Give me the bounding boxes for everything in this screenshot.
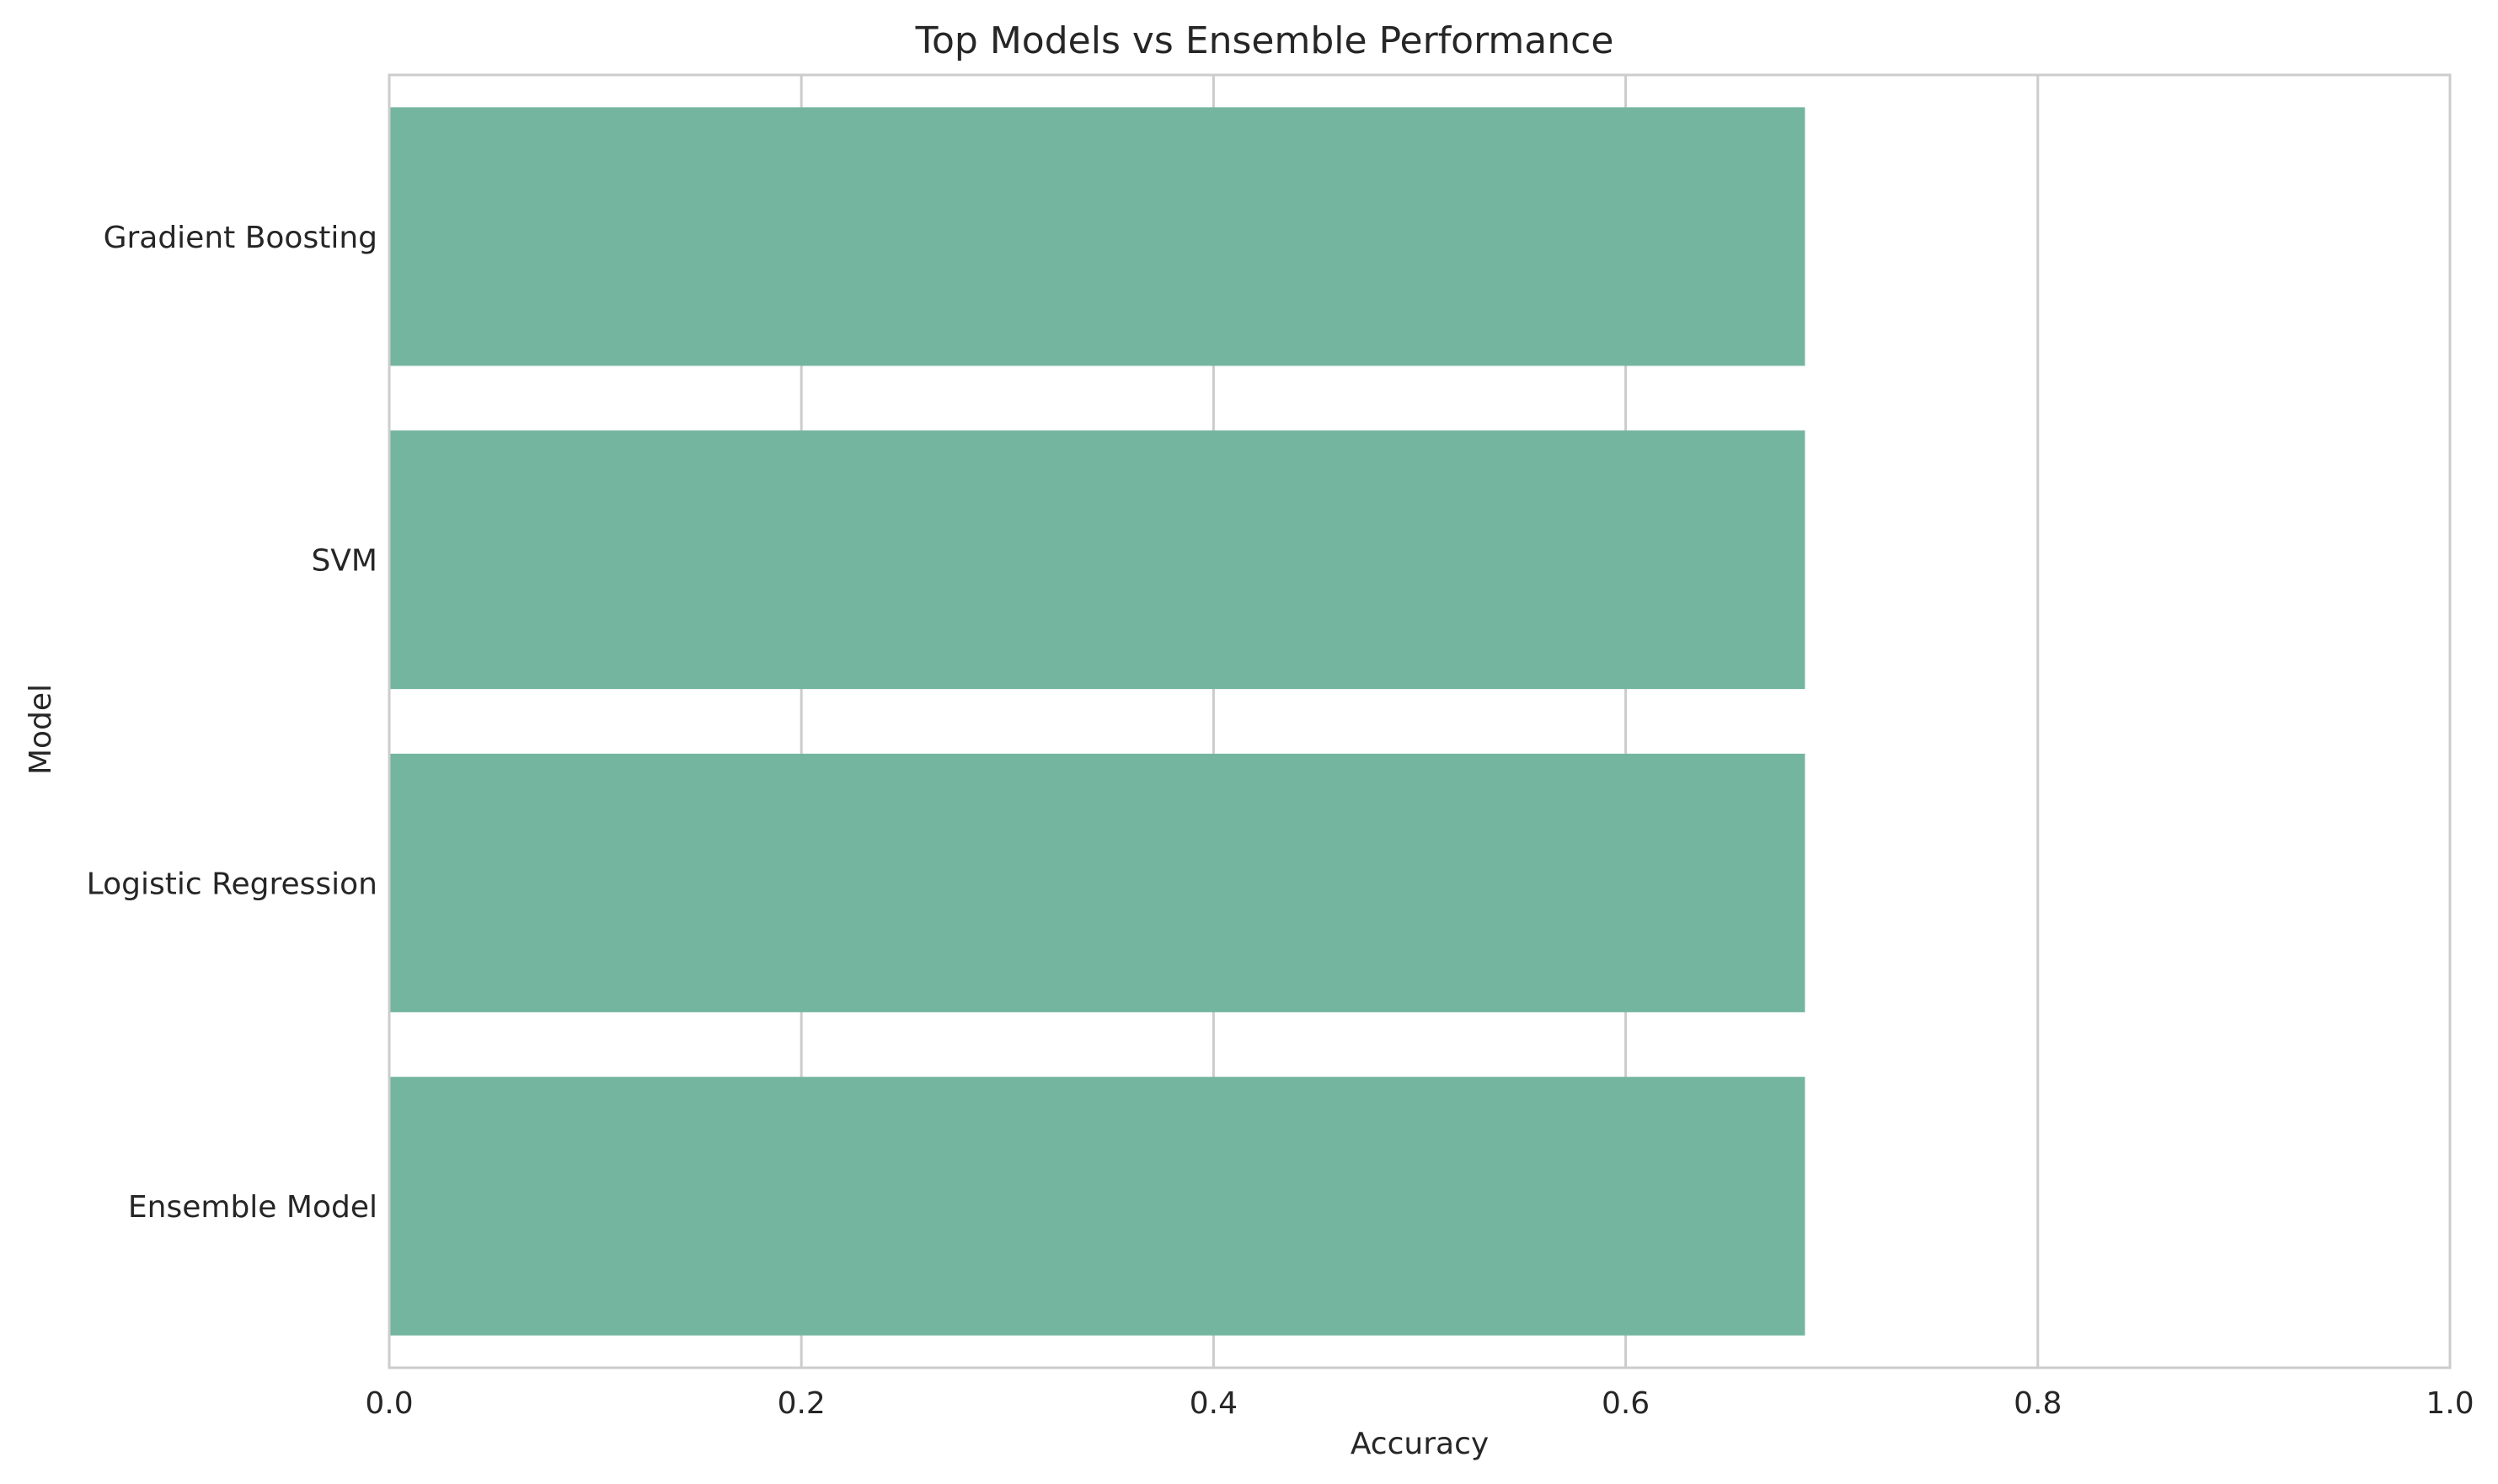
bar xyxy=(389,430,1805,690)
x-tick-label: 0.6 xyxy=(1602,1386,1650,1421)
bar xyxy=(389,107,1805,366)
bar-layer xyxy=(389,107,1805,1336)
y-tick-label: Gradient Boosting xyxy=(104,221,377,255)
tick-layer: 0.0 0.2 0.4 0.6 0.8 1.0 Gradient Boosting SVM Lo… xyxy=(87,221,2474,1421)
bar xyxy=(389,1076,1805,1336)
bar xyxy=(389,753,1805,1012)
spine-layer xyxy=(388,73,2452,1369)
x-tick-label: 1.0 xyxy=(2426,1386,2474,1421)
x-axis-label: Accuracy xyxy=(1351,1427,1489,1461)
x-tick-label: 0.8 xyxy=(2014,1386,2062,1421)
x-tick-label: 0.2 xyxy=(778,1386,826,1421)
x-tick-label: 0.0 xyxy=(365,1386,413,1421)
chart-title: Top Models vs Ensemble Performance xyxy=(915,19,1614,62)
x-tick-label: 0.4 xyxy=(1190,1386,1238,1421)
y-tick-label: Ensemble Model xyxy=(128,1190,377,1225)
y-tick-label: Logistic Regression xyxy=(87,867,377,901)
y-tick-label: SVM xyxy=(311,544,377,579)
y-axis-label: Model xyxy=(24,684,58,775)
plot-frame xyxy=(388,73,2452,1369)
